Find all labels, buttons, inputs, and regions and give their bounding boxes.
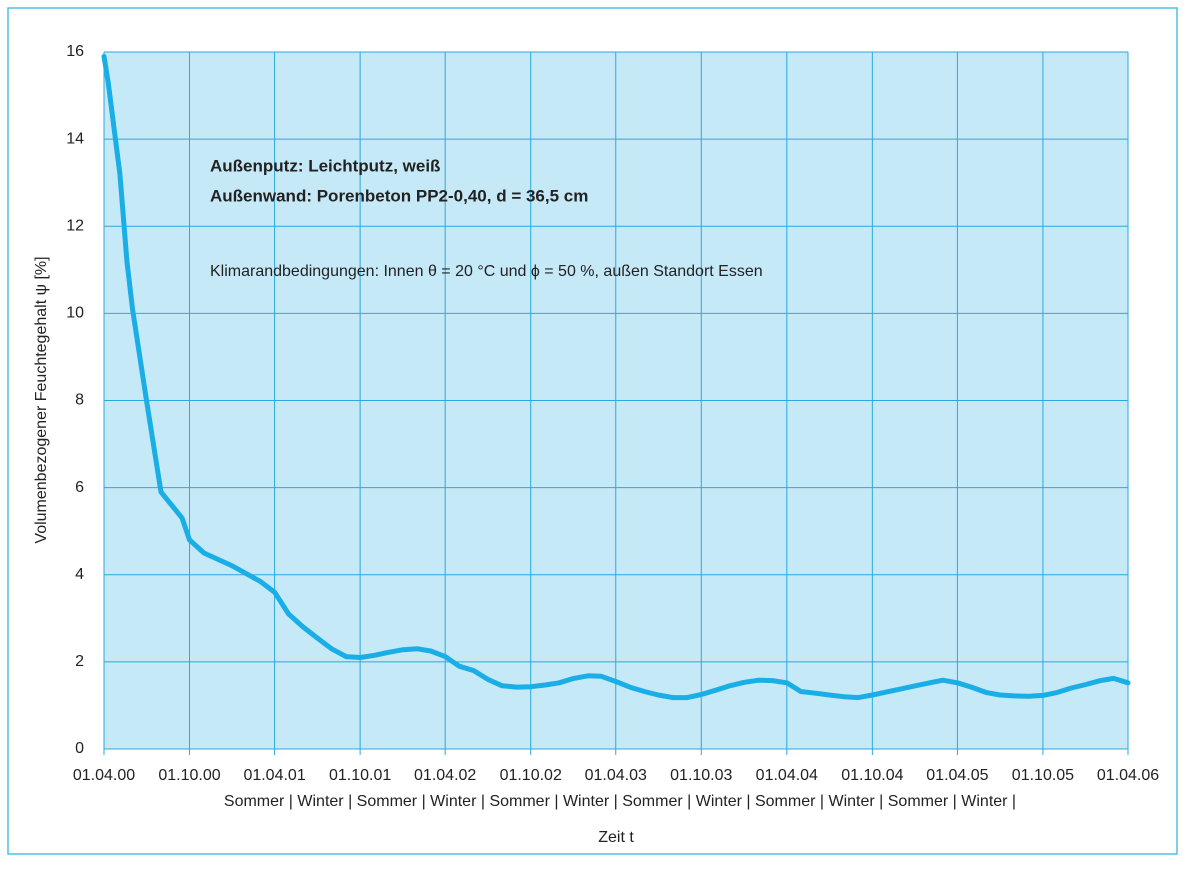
annotation: Klimarandbedingungen: Innen θ = 20 °C un… (210, 263, 763, 280)
y-tick-label: 12 (66, 217, 84, 234)
x-tick-label: 01.10.04 (841, 767, 903, 784)
annotation: Außenwand: Porenbeton PP2-0,40, d = 36,5… (210, 186, 588, 205)
x-tick-label: 01.04.00 (73, 767, 135, 784)
x-tick-label: 01.10.02 (500, 767, 562, 784)
season-labels: Sommer | Winter | Sommer | Winter | Somm… (224, 793, 1016, 810)
y-tick-label: 4 (75, 566, 84, 583)
x-tick-label: 01.04.02 (414, 767, 476, 784)
x-tick-label: 01.04.04 (756, 767, 818, 784)
data-line (101, 53, 1131, 701)
y-tick-label: 0 (75, 740, 84, 757)
x-tick-label: 01.04.01 (243, 767, 305, 784)
x-tick-label: 01.10.03 (670, 767, 732, 784)
x-tick-label: 01.10.01 (329, 767, 391, 784)
x-tick-label: 01.10.05 (1012, 767, 1074, 784)
y-tick-label: 6 (75, 479, 84, 496)
x-tick-label: 01.04.03 (585, 767, 647, 784)
y-tick-label: 16 (66, 43, 84, 60)
frame (7, 7, 1178, 855)
y-tick-label: 2 (75, 653, 84, 670)
y-tick-label: 14 (66, 130, 84, 147)
x-tick-label: 01.04.05 (926, 767, 988, 784)
y-tick-label: 8 (75, 392, 84, 409)
y-tick-label: 10 (66, 305, 84, 322)
x-axis-label: Zeit t (598, 829, 634, 846)
x-tick-label: 01.04.06 (1097, 767, 1159, 784)
annotation: Außenputz: Leichtputz, weiß (210, 156, 440, 175)
y-axis-label: Volumenbezogener Feuchtegehalt ψ [%] (33, 256, 50, 543)
x-tick-label: 01.10.00 (158, 767, 220, 784)
